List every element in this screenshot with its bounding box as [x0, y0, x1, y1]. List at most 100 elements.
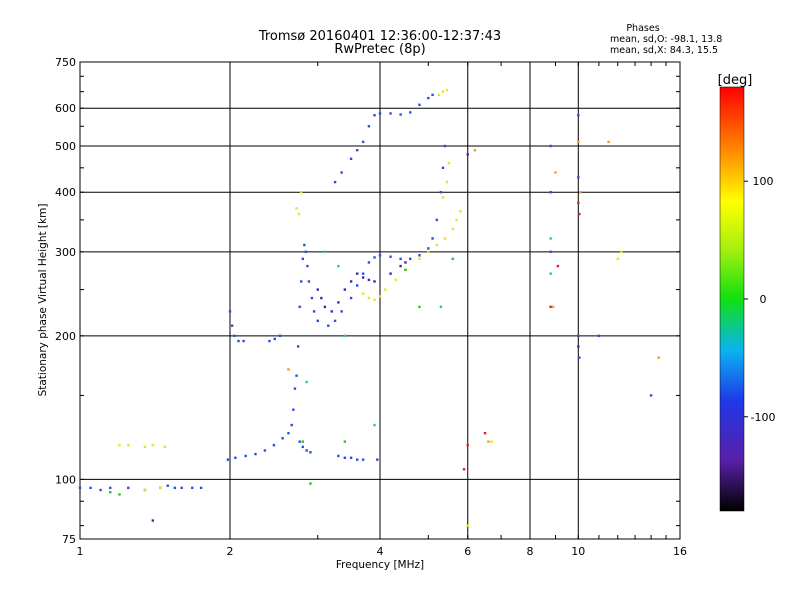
echo-point: [304, 250, 308, 254]
echo-point: [427, 250, 430, 254]
colorbar-unit: [deg]: [718, 73, 753, 88]
echo-point: [607, 140, 610, 144]
echo-point: [300, 280, 303, 283]
echo-point: [228, 310, 232, 313]
colorbar-ticks: 100 0 -100: [744, 175, 775, 424]
grid-lines: [80, 62, 680, 539]
echo-point: [376, 458, 379, 461]
echo-point: [297, 212, 301, 216]
echo-point: [109, 486, 112, 490]
echo-point: [349, 157, 353, 161]
colorbar-tick-label: -100: [751, 411, 776, 424]
echo-point: [312, 310, 316, 313]
echo-point: [349, 456, 353, 459]
echo-point: [337, 264, 340, 268]
echo-point: [462, 468, 466, 471]
echo-point: [268, 339, 271, 343]
echo-point: [418, 254, 421, 257]
echo-point: [373, 298, 376, 301]
echo-point: [549, 272, 552, 275]
echo-point: [273, 337, 276, 341]
echo-point: [355, 458, 359, 461]
echo-point: [404, 268, 407, 272]
echo-point: [556, 264, 560, 268]
echo-point: [378, 254, 382, 257]
echo-point: [373, 423, 376, 427]
x-tick-label: 16: [673, 545, 687, 558]
echo-point: [254, 452, 257, 456]
echo-point: [616, 257, 619, 261]
chart-subtitle: RwPretec (8p): [334, 42, 425, 57]
echo-point: [244, 454, 247, 458]
x-tick-label: 10: [571, 545, 585, 558]
echo-point: [300, 191, 303, 194]
phases-heading: Phases: [626, 23, 659, 34]
y-tick-label: 750: [55, 56, 76, 69]
echo-point: [340, 171, 343, 174]
echo-point: [355, 284, 359, 287]
echo-point: [367, 278, 371, 282]
echo-point: [349, 280, 353, 283]
echo-point: [109, 491, 112, 494]
echo-point: [443, 144, 447, 148]
echo-point: [307, 280, 311, 283]
echo-point: [151, 519, 155, 522]
echo-point: [466, 443, 469, 447]
echo-point: [127, 486, 130, 490]
echo-point: [367, 261, 371, 264]
echo-point: [361, 292, 365, 295]
echo-point: [441, 166, 445, 170]
echo-point: [443, 237, 447, 240]
echo-point: [327, 324, 330, 327]
echo-point: [163, 445, 167, 449]
echo-point: [418, 305, 421, 309]
echo-point: [549, 250, 552, 254]
echo-point: [399, 257, 402, 261]
echo-point: [577, 114, 580, 117]
echo-point: [418, 257, 421, 261]
echo-point: [340, 310, 343, 313]
echo-point: [409, 111, 412, 114]
echo-point: [597, 334, 601, 338]
x-tick-label: 6: [464, 545, 471, 558]
echo-point: [435, 218, 438, 222]
echo-point: [309, 482, 312, 485]
echo-point: [316, 288, 319, 291]
echo-point: [320, 296, 323, 300]
echo-point: [435, 243, 438, 247]
echo-point: [263, 449, 267, 452]
echo-point: [577, 176, 580, 179]
echo-point: [310, 296, 314, 300]
echo-point: [233, 334, 236, 338]
echo-point: [399, 264, 402, 268]
echo-point: [159, 486, 162, 490]
echo-point: [226, 458, 230, 461]
colorbar-tick-label: 100: [753, 175, 774, 188]
echo-point: [361, 272, 365, 275]
echo-point: [343, 334, 347, 338]
echo-point: [343, 288, 347, 291]
echo-point: [577, 140, 580, 144]
echo-point: [343, 456, 347, 459]
echo-point: [305, 380, 308, 384]
y-axis-ticks: 75 100 200 300 400 500 600 750: [55, 56, 680, 546]
echo-point: [301, 440, 305, 443]
echo-point: [445, 180, 449, 184]
echo-point: [487, 440, 490, 443]
echo-point: [355, 148, 359, 152]
echo-point: [459, 209, 462, 213]
echo-point: [404, 261, 407, 264]
echo-point: [78, 486, 82, 490]
y-axis-label: Stationary phase Virtual Height [km]: [37, 204, 49, 397]
echo-point: [143, 488, 147, 492]
echo-point: [551, 305, 555, 309]
colorbar-tick-label: 0: [760, 293, 767, 306]
echo-point: [437, 93, 441, 97]
echo-point: [441, 90, 445, 93]
echo-point: [301, 257, 305, 261]
echo-point: [278, 334, 282, 338]
echo-point: [287, 431, 290, 435]
echo-point: [549, 144, 552, 148]
echo-point: [349, 296, 353, 300]
